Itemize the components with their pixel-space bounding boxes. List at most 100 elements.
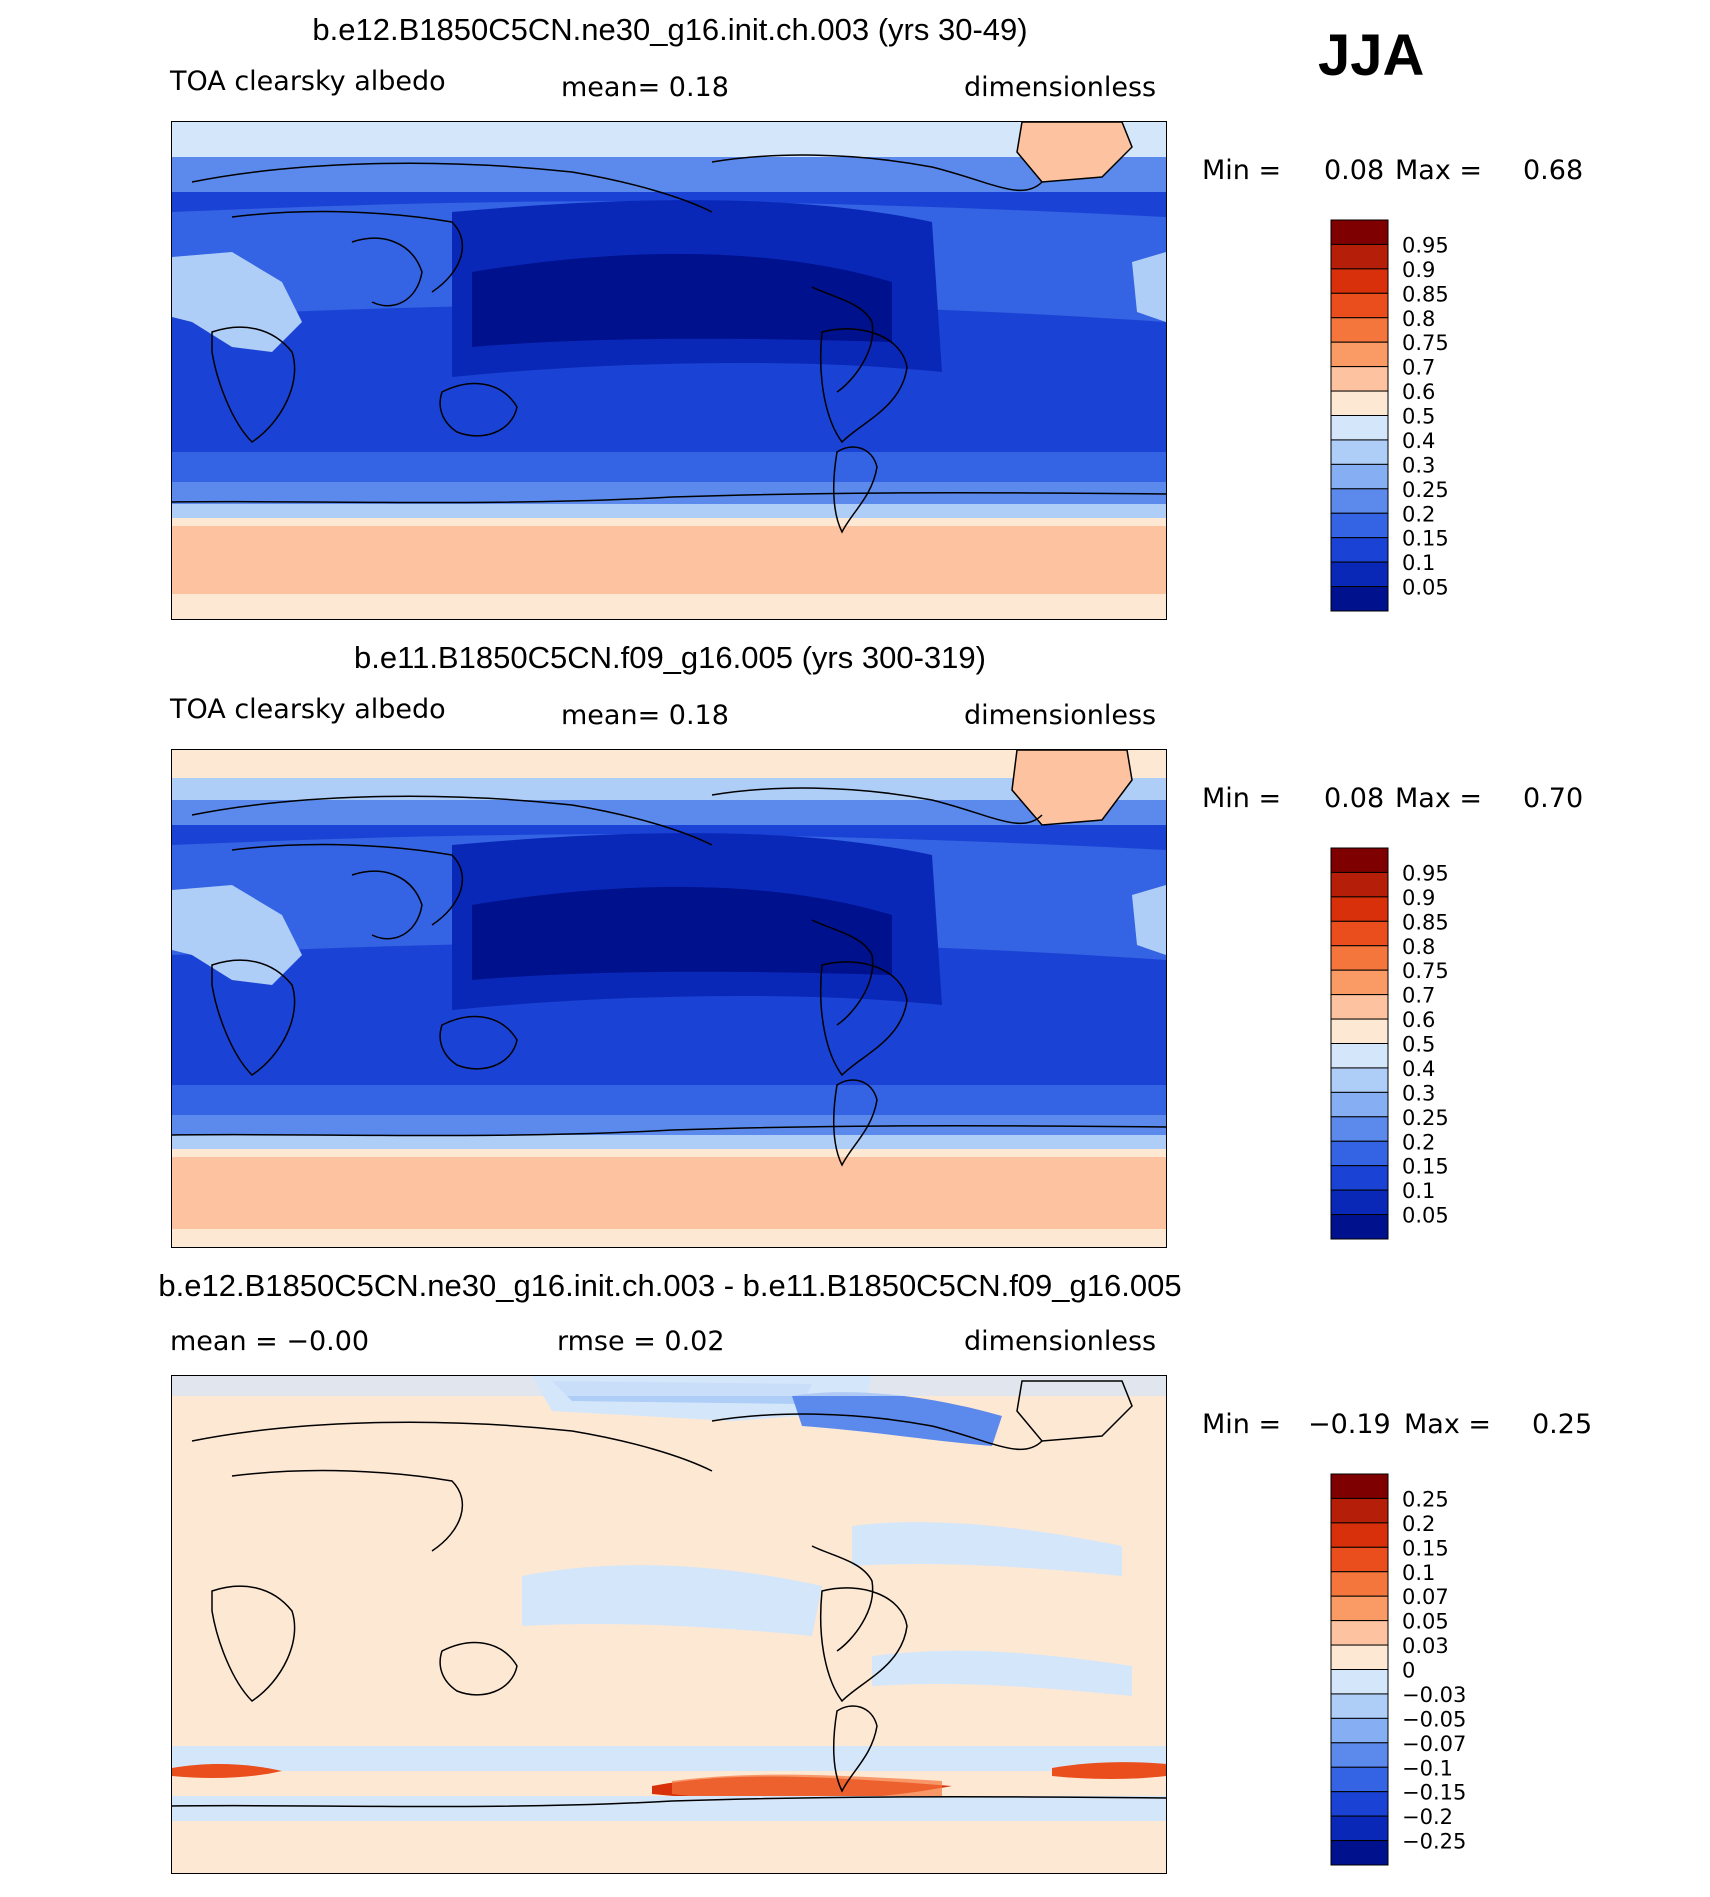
panel-2-colorbar: 0.95 0.9 0.85 0.8 0.75 0.7 0.6 0.5 0.4 0.3 0.25 0.2…: [1330, 846, 1470, 1241]
panel-1-units-label: dimensionless: [964, 72, 1157, 103]
colorbar-tick-label: 0.03: [1402, 1634, 1449, 1658]
panel-3-colorbar-svg: 0.250.20.150.10.070.050.030−0.03−0.05−0.…: [1330, 1473, 1466, 1866]
colorbar-swatch: [1330, 1717, 1389, 1744]
colorbar-tick-label: −0.2: [1402, 1805, 1453, 1829]
colorbar-swatch: [1330, 463, 1389, 490]
colorbar-tick-label: 0.1: [1402, 551, 1435, 575]
panel-1-title: b.e12.B1850C5CN.ne30_g16.init.ch.003 (yr…: [312, 12, 1028, 47]
colorbar-tick-label: 0.15: [1402, 527, 1449, 551]
colorbar-tick-label: −0.1: [1402, 1756, 1453, 1780]
colorbar-swatch: [1330, 871, 1389, 898]
colorbar-swatch: [1330, 1043, 1389, 1069]
panel-1-map: [171, 121, 1167, 620]
colorbar-swatch: [1330, 586, 1389, 612]
panel-2-colorbar-svg: 0.950.90.850.80.750.70.60.50.40.30.250.2…: [1330, 847, 1449, 1240]
colorbar-swatch: [1330, 1189, 1389, 1216]
colorbar-swatch: [1330, 1522, 1389, 1548]
panel-3-map: [171, 1375, 1167, 1874]
colorbar-tick-label: 0.7: [1402, 984, 1435, 1008]
colorbar-swatch: [1330, 1644, 1389, 1670]
colorbar-tick-label: 0.25: [1402, 1106, 1449, 1130]
colorbar-tick-label: 0.25: [1402, 1487, 1449, 1511]
colorbar-tick-label: 0.6: [1402, 380, 1435, 404]
panel-1-min-label: Min =: [1202, 155, 1282, 186]
colorbar-swatch: [1330, 488, 1389, 514]
panel-1-colorbar: 0.95 0.9 0.85 0.8 0.75 0.7 0.6 0.5 0.4 0.3 0.25 0.2…: [1330, 218, 1470, 613]
colorbar-swatch: [1330, 1620, 1389, 1646]
colorbar-swatch: [1330, 1595, 1389, 1622]
colorbar-tick-label: 0.25: [1402, 478, 1449, 502]
colorbar-swatch: [1330, 945, 1389, 971]
panel-3-max-label: Max =: [1404, 1409, 1492, 1440]
colorbar-tick-label: 0.2: [1402, 502, 1435, 526]
colorbar-tick-label: 0.9: [1402, 258, 1435, 282]
panel-2-min-value: 0.08: [1324, 783, 1385, 814]
colorbar-tick-label: 0.5: [1402, 1033, 1435, 1057]
colorbar-swatch: [1330, 415, 1389, 441]
colorbar-tick-label: −0.03: [1402, 1683, 1466, 1707]
colorbar-tick-label: 0.1: [1402, 1561, 1435, 1585]
colorbar-swatch: [1330, 994, 1389, 1020]
colorbar-tick-label: 0.7: [1402, 356, 1435, 380]
panel-3-rmse-label: rmse = 0.02: [557, 1326, 725, 1357]
panel-2-units-label: dimensionless: [964, 700, 1157, 731]
colorbar-swatch: [1330, 1815, 1389, 1842]
colorbar-swatch: [1330, 920, 1389, 947]
panel-1-max-label: Max =: [1395, 155, 1483, 186]
panel-3-max-value: 0.25: [1532, 1409, 1593, 1440]
colorbar-tick-label: 0.4: [1402, 429, 1435, 453]
panel-1-variable-label: TOA clearsky albedo: [170, 66, 446, 97]
colorbar-swatch: [1330, 537, 1389, 563]
colorbar-tick-label: 0.15: [1402, 1536, 1449, 1560]
colorbar-tick-label: 0.85: [1402, 282, 1449, 306]
panel-2-max-label: Max =: [1395, 783, 1483, 814]
colorbar-swatch: [1330, 1693, 1389, 1719]
colorbar-swatch: [1330, 268, 1389, 294]
colorbar-tick-label: 0.05: [1402, 1204, 1449, 1228]
panel-3-min-value: −0.19: [1308, 1409, 1391, 1440]
colorbar-tick-label: 0: [1402, 1659, 1415, 1683]
colorbar-tick-label: 0.3: [1402, 1081, 1435, 1105]
colorbar-tick-label: −0.15: [1402, 1781, 1466, 1805]
colorbar-tick-label: −0.25: [1402, 1830, 1466, 1854]
colorbar-tick-label: 0.8: [1402, 307, 1435, 331]
colorbar-swatch: [1330, 1497, 1389, 1524]
colorbar-tick-label: 0.2: [1402, 1130, 1435, 1154]
colorbar-swatch: [1330, 1742, 1389, 1768]
colorbar-tick-label: 0.95: [1402, 233, 1449, 257]
panel-1-mean-label: mean= 0.18: [561, 72, 729, 103]
colorbar-swatch: [1330, 1571, 1389, 1597]
colorbar-swatch: [1330, 1766, 1389, 1793]
colorbar-tick-label: 0.75: [1402, 331, 1449, 355]
colorbar-tick-label: 0.15: [1402, 1155, 1449, 1179]
panel-1-min-value: 0.08: [1324, 155, 1385, 186]
colorbar-swatch: [1330, 1165, 1389, 1191]
colorbar-swatch: [1330, 512, 1389, 539]
colorbar-swatch: [1330, 243, 1389, 270]
panel-1-colorbar-svg: 0.950.90.850.80.750.70.60.50.40.30.250.2…: [1330, 219, 1449, 612]
colorbar-tick-label: 0.05: [1402, 576, 1449, 600]
colorbar-tick-label: −0.07: [1402, 1732, 1466, 1756]
colorbar-swatch: [1330, 896, 1389, 922]
colorbar-swatch: [1330, 439, 1389, 465]
colorbar-swatch: [1330, 1091, 1389, 1118]
panel-3-title: b.e12.B1850C5CN.ne30_g16.init.ch.003 - b…: [158, 1268, 1182, 1303]
colorbar-tick-label: 0.07: [1402, 1585, 1449, 1609]
panel-3-mean-label: mean = −0.00: [170, 1326, 370, 1357]
colorbar-swatch: [1330, 1840, 1389, 1866]
colorbar-swatch: [1330, 969, 1389, 996]
colorbar-tick-label: 0.3: [1402, 453, 1435, 477]
panel-3-units-label: dimensionless: [964, 1326, 1157, 1357]
colorbar-tick-label: 0.4: [1402, 1057, 1435, 1081]
colorbar-tick-label: 0.2: [1402, 1512, 1435, 1536]
colorbar-tick-label: 0.9: [1402, 886, 1435, 910]
colorbar-swatch: [1330, 561, 1389, 588]
colorbar-swatch: [1330, 1473, 1389, 1499]
colorbar-tick-label: 0.05: [1402, 1610, 1449, 1634]
colorbar-tick-label: 0.85: [1402, 910, 1449, 934]
panel-2-map: [171, 749, 1167, 1248]
colorbar-swatch: [1330, 1546, 1389, 1573]
panel-2-title: b.e11.B1850C5CN.f09_g16.005 (yrs 300-319…: [354, 640, 986, 675]
colorbar-tick-label: −0.05: [1402, 1707, 1466, 1731]
panel-1-max-value: 0.68: [1523, 155, 1584, 186]
